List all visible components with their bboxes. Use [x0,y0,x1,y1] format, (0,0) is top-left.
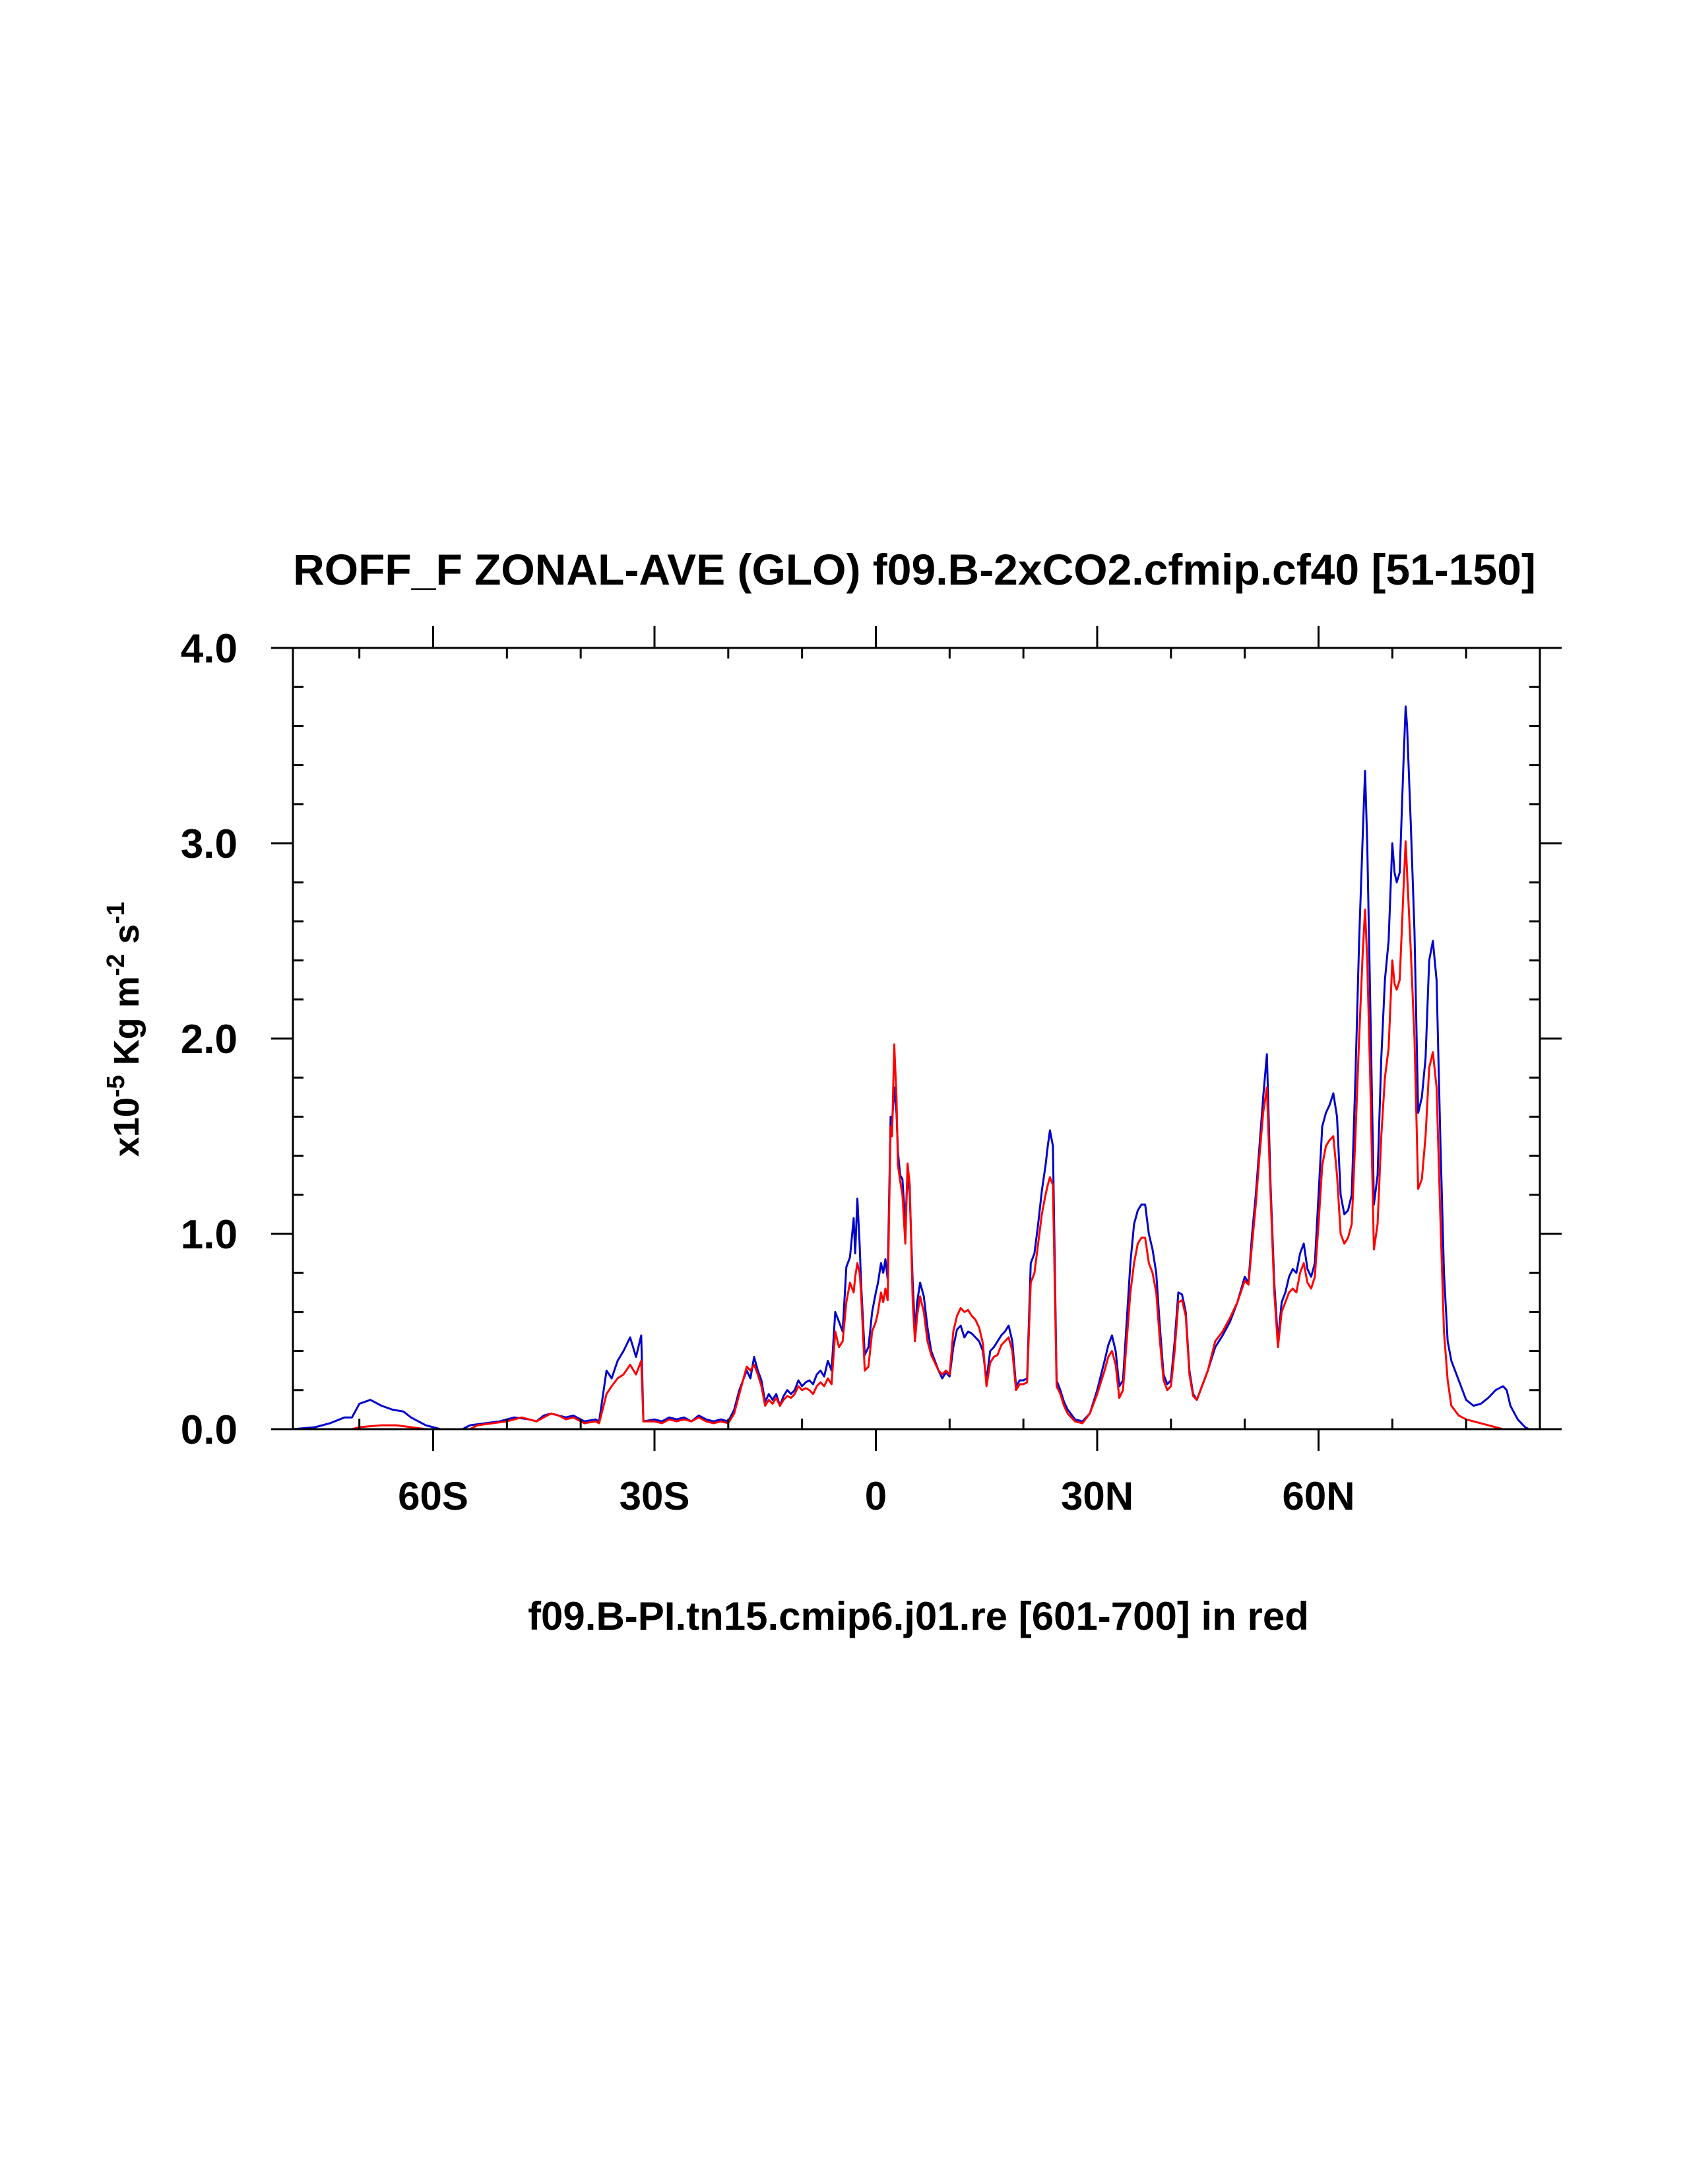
series-line-1 [292,705,1529,1430]
x-tick-labels: 60S 30S 0 30N 60N [398,1474,1354,1518]
x-tick-label: 30S [620,1474,690,1518]
x-tick-label: 30N [1061,1474,1133,1518]
x-tick-label: 60N [1282,1474,1354,1518]
y-tick-label: 2.0 [181,1017,238,1062]
chart-title: ROFF_F ZONAL-AVE (GLO) f09.B-2xCO2.cfmip… [293,545,1536,594]
y-tick-label: 0.0 [181,1407,238,1453]
y-tick-label: 4.0 [181,626,238,672]
series-group [292,705,1529,1430]
x-tick-label: 0 [865,1474,887,1518]
y-tick-labels: 0.0 1.0 2.0 3.0 4.0 [181,626,238,1453]
y-tick-label: 1.0 [181,1212,238,1258]
x-axis-label: f09.B-PI.tn15.cmip6.j01.re [601-700] in … [528,1594,1309,1638]
y-axis-label: x10-5 Kg m-2 s-1 [102,902,146,1157]
ticks-group [271,626,1562,1451]
series-line-2 [352,840,1504,1430]
x-tick-label: 60S [398,1474,468,1518]
y-tick-label: 3.0 [181,821,238,867]
